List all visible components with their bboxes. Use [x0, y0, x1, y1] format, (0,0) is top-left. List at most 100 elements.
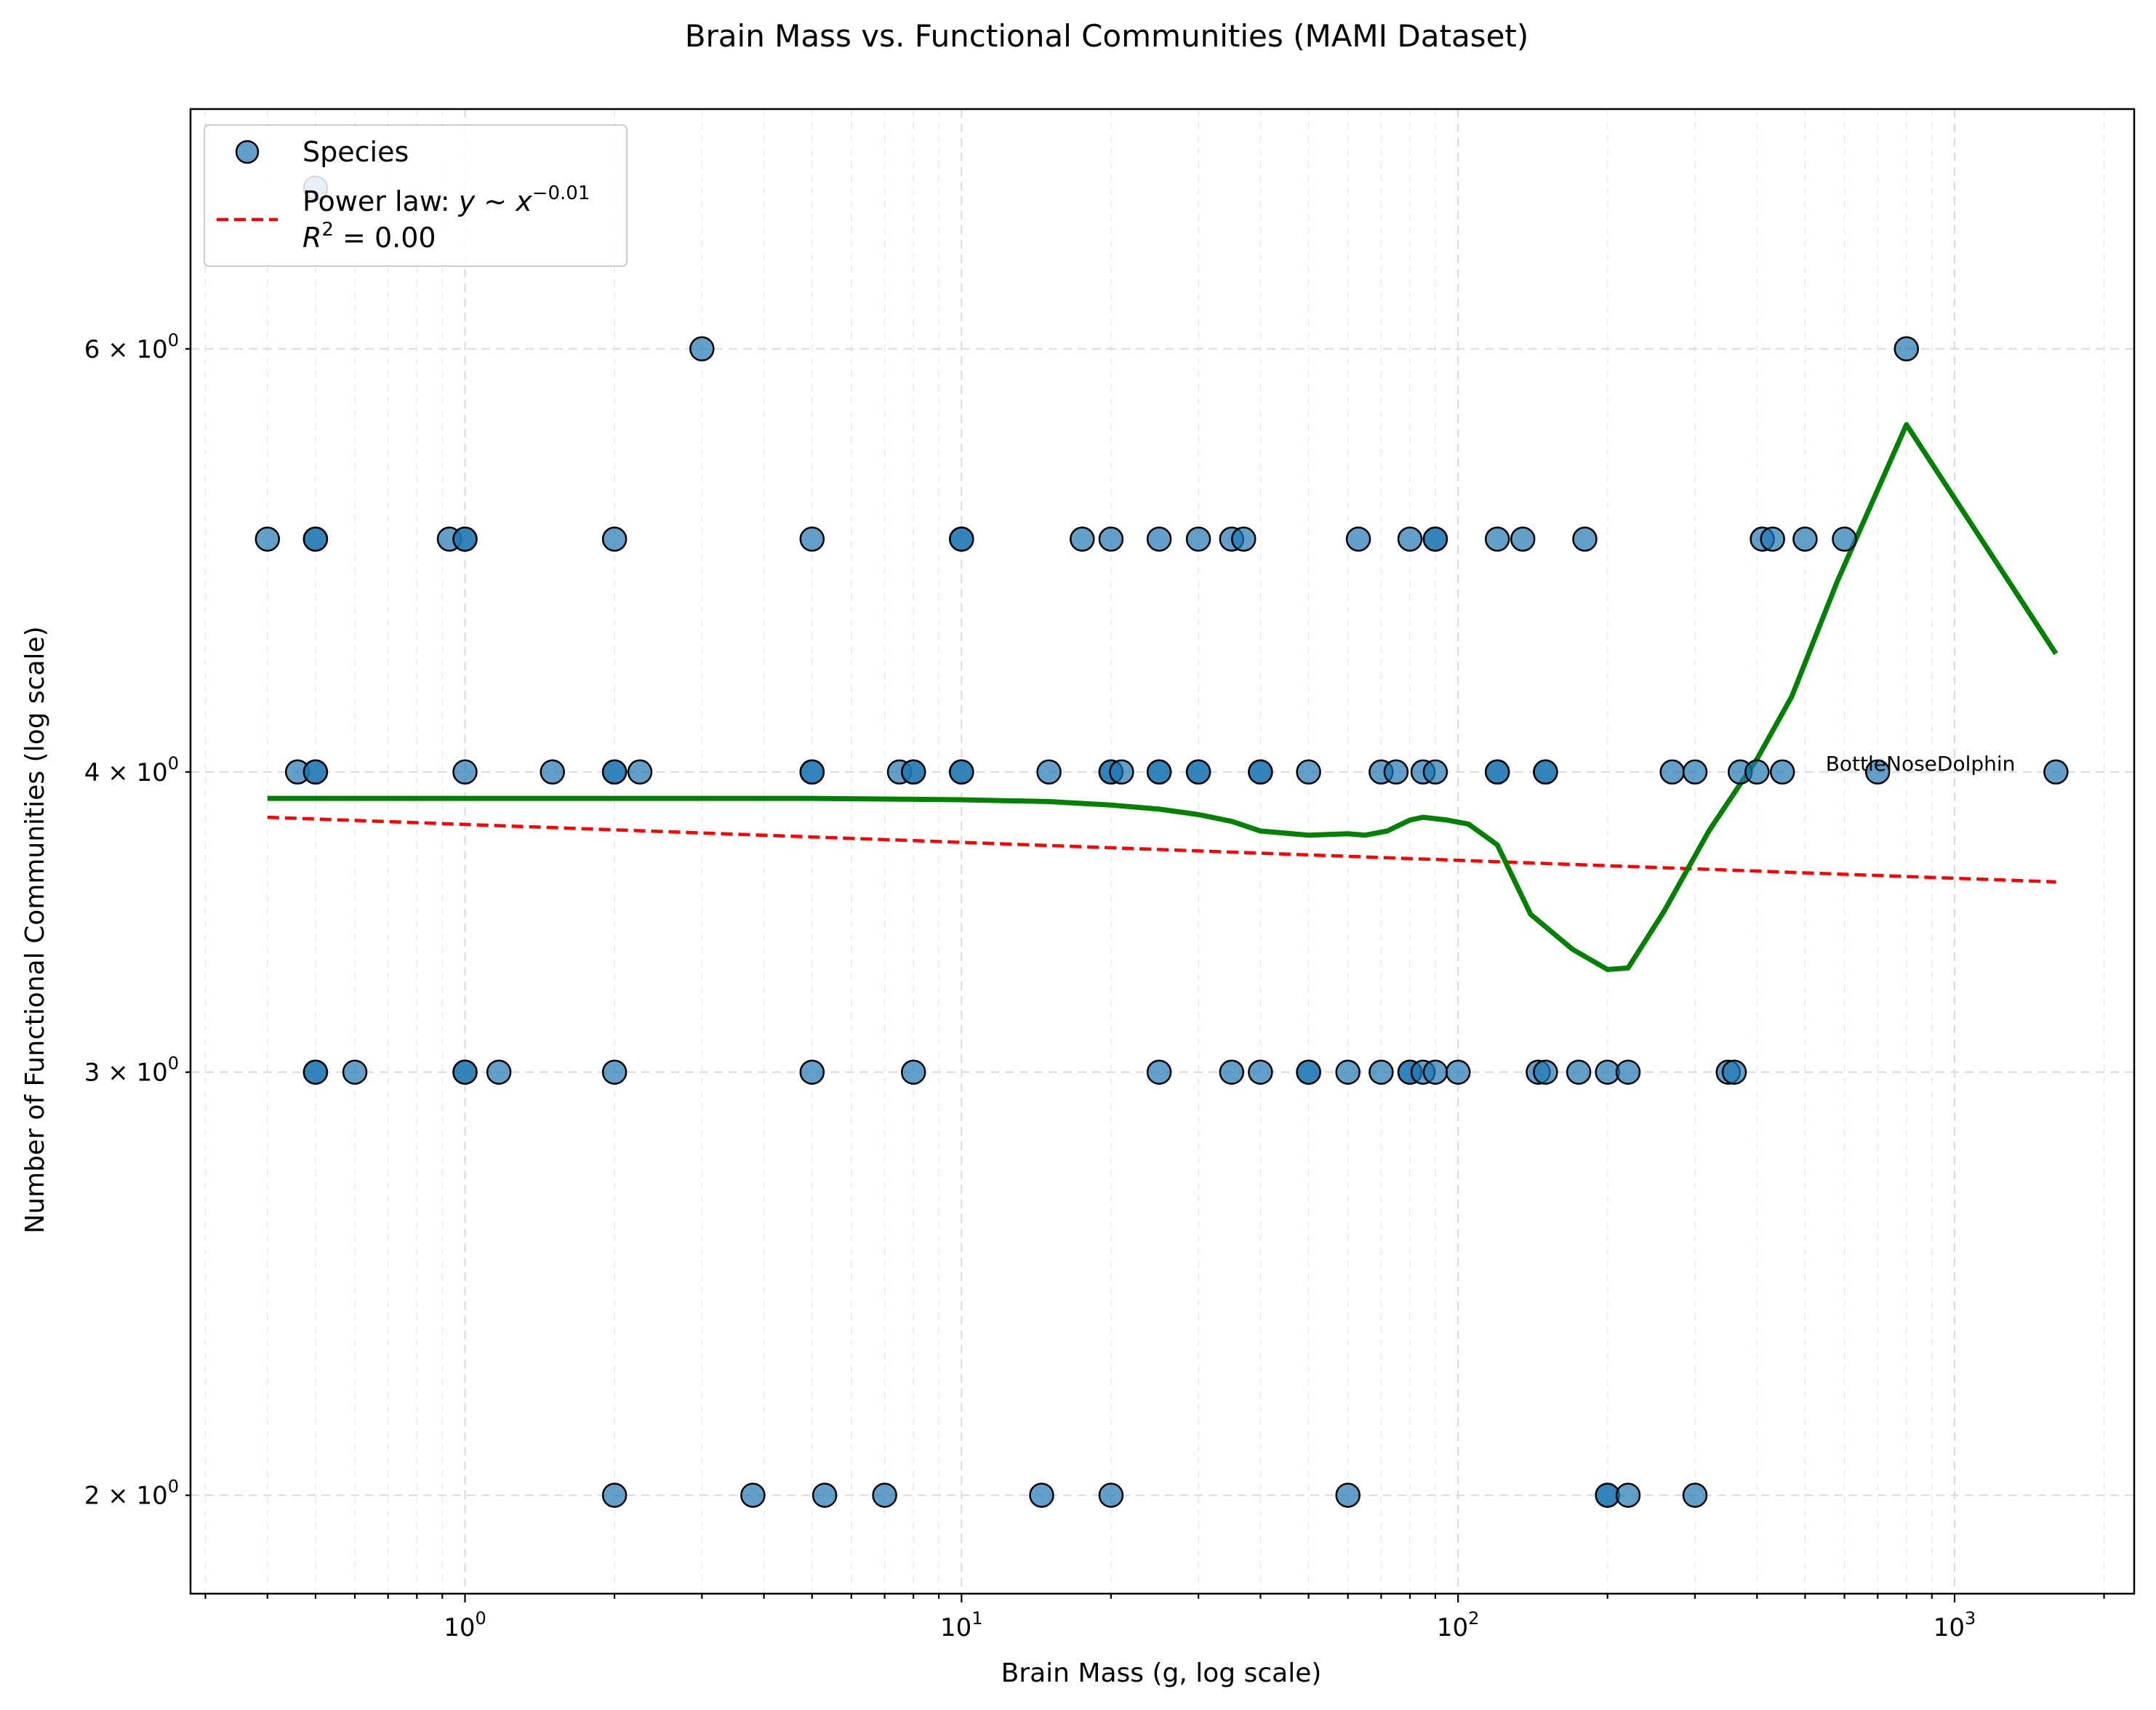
x-tick-label: 101 [940, 1608, 983, 1642]
species-point [949, 526, 974, 552]
species-point [1744, 759, 1770, 785]
species-point [1296, 759, 1321, 785]
legend-marker-species [235, 140, 260, 164]
species-point [740, 1482, 766, 1508]
x-tick-label: 102 [1437, 1608, 1480, 1642]
legend-label-powerlaw: Power law: y ~ x−0.01 [302, 182, 590, 217]
species-point [1832, 526, 1857, 552]
species-point [486, 1059, 512, 1085]
species-point [1760, 526, 1785, 552]
minor-gridlines [204, 109, 2105, 1594]
species-point [799, 526, 825, 552]
species-point [1231, 526, 1257, 552]
legend: Species Power law: y ~ x−0.01 R2 = 0.00 [204, 124, 628, 267]
species-point [342, 1059, 368, 1085]
species-point [1383, 759, 1409, 785]
x-tick-label: 100 [444, 1608, 486, 1642]
y-tick-label-part: × [100, 1059, 136, 1088]
species-point [302, 526, 329, 552]
x-tick-exponent: 0 [475, 1608, 486, 1629]
species-point [799, 1059, 825, 1085]
species-point [1109, 759, 1134, 785]
legend-powerlaw-exponent: −0.01 [532, 182, 590, 204]
species-point [1682, 759, 1708, 785]
major-gridlines [191, 109, 2134, 1594]
species-point [255, 526, 281, 552]
species-point [627, 759, 653, 785]
species-point [601, 526, 628, 552]
y-tick-label-part: × [100, 335, 136, 364]
species-point [540, 759, 565, 785]
species-point [2043, 759, 2069, 785]
y-tick-label: 6 × 100 [84, 330, 179, 364]
power-law-fit-line [267, 815, 2056, 884]
species-point [1185, 759, 1211, 785]
species-point [1248, 759, 1273, 785]
y-tick-label-part: 0 [168, 1053, 179, 1074]
x-tick-exponent: 3 [1965, 1608, 1976, 1629]
species-point [1533, 759, 1558, 785]
species-point [1484, 526, 1510, 552]
species-point [601, 1482, 628, 1508]
y-tick-label: 4 × 100 [84, 753, 179, 787]
species-point [900, 1059, 926, 1085]
x-tick-exponent: 2 [1468, 1608, 1479, 1629]
species-point [452, 1059, 478, 1085]
species-point [302, 759, 329, 785]
y-tick-label: 3 × 100 [84, 1053, 179, 1088]
y-tick-label-part: 0 [168, 330, 179, 350]
species-point [1070, 526, 1095, 552]
species-point [900, 759, 926, 785]
legend-r2-symbol: R [302, 222, 321, 254]
species-point [1659, 759, 1685, 785]
y-tick-label-part: 2 [84, 1482, 100, 1511]
species-point [302, 1059, 329, 1085]
y-tick-label-part: 4 [84, 758, 100, 787]
species-point [1769, 759, 1795, 785]
species-point [1510, 526, 1536, 552]
plot-frame [189, 108, 2136, 1595]
species-point [1146, 759, 1172, 785]
legend-r2-superscript: 2 [321, 219, 334, 241]
species-point [1572, 526, 1598, 552]
species-point [811, 1482, 838, 1508]
legend-box [204, 124, 628, 267]
species-point [1335, 1482, 1360, 1508]
y-tick-label-part: 3 [84, 1059, 100, 1088]
species-point [1484, 759, 1510, 785]
species-point [872, 1482, 897, 1508]
species-point [601, 1059, 628, 1085]
y-tick-label-part: 10 [136, 758, 167, 787]
species-point [1682, 1482, 1708, 1508]
species-point [1615, 1482, 1641, 1508]
x-tick-base: 10 [444, 1613, 475, 1642]
species-point [1185, 526, 1211, 552]
species-point [1893, 336, 1920, 362]
y-tick-label-part: 0 [168, 753, 179, 774]
species-point [1533, 1059, 1558, 1085]
species-point [689, 336, 715, 362]
annotation-label: BottleNoseDolphin [1826, 752, 2016, 776]
y-tick-label-part: × [100, 1482, 136, 1511]
fit-lines [267, 422, 2059, 972]
x-tick-exponent: 1 [971, 1608, 982, 1629]
species-point [601, 759, 628, 785]
annotations: BottleNoseDolphin [1826, 752, 2016, 776]
species-point [1368, 1059, 1394, 1085]
species-point [1397, 526, 1423, 552]
legend-label-r2: R2 = 0.00 [302, 219, 436, 254]
x-tick-label: 103 [1933, 1608, 1976, 1642]
x-tick-base: 10 [1933, 1613, 1965, 1642]
legend-powerlaw-prefix: Power law: [302, 185, 459, 217]
species-point [1029, 1482, 1054, 1508]
species-point [799, 759, 825, 785]
y-tick-label-part: 10 [136, 1059, 167, 1088]
species-point [1721, 1059, 1747, 1085]
species-point [1422, 759, 1448, 785]
species-point [1864, 759, 1891, 785]
species-point [1422, 526, 1448, 552]
y-tick-label-part: 10 [136, 1482, 167, 1511]
